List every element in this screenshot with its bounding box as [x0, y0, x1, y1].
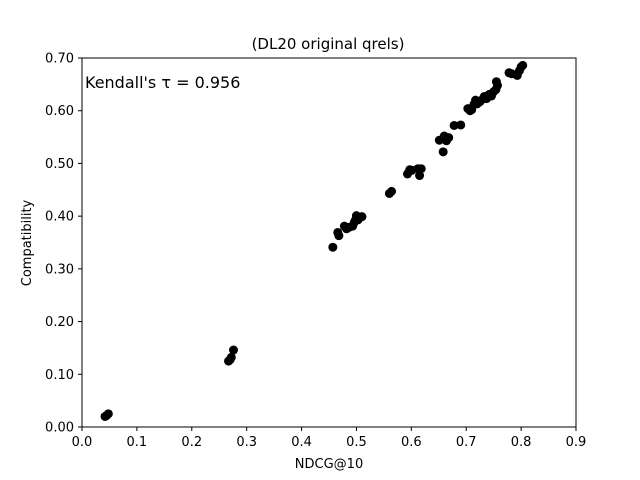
data-point [226, 352, 236, 362]
data-point [518, 60, 528, 70]
plot-area [82, 58, 576, 427]
data-point [228, 345, 238, 355]
data-point [449, 120, 459, 130]
y-axis-label: Compatibility [20, 199, 35, 286]
x-tick-label: 0.8 [511, 435, 532, 450]
x-tick-label: 0.9 [566, 435, 587, 450]
y-tick-label: 0.40 [45, 210, 74, 225]
kendall-tau-annotation: Kendall's τ = 0.956 [85, 73, 240, 92]
y-tick-label: 0.50 [45, 157, 74, 172]
data-point [493, 80, 503, 90]
y-tick-label: 0.70 [45, 52, 74, 67]
x-tick-label: 0.6 [401, 435, 422, 450]
x-axis-label: NDCG@10 [295, 457, 363, 472]
x-tick-label: 0.3 [236, 435, 257, 450]
x-axis: 0.0 0.1 0.2 0.3 0.4 0.5 0.6 0.7 0.8 0.9 [72, 427, 587, 450]
x-tick-label: 0.7 [456, 435, 477, 450]
data-point [334, 231, 344, 241]
x-tick-label: 0.2 [181, 435, 202, 450]
data-point [328, 242, 338, 252]
x-tick-label: 0.5 [346, 435, 367, 450]
data-point [456, 120, 466, 130]
y-tick-label: 0.30 [45, 262, 74, 277]
data-point [357, 212, 367, 222]
y-axis: 0.00 0.10 0.20 0.30 0.40 0.50 0.60 0.70 [45, 52, 82, 436]
chart-title: (DL20 original qrels) [252, 35, 405, 53]
plot-frame [81, 57, 577, 428]
y-tick-label: 0.20 [45, 315, 74, 330]
y-tick-label: 0.00 [45, 421, 74, 436]
data-point [444, 133, 454, 143]
y-tick-label: 0.10 [45, 368, 74, 383]
data-point [387, 186, 397, 196]
x-tick-label: 0.4 [291, 435, 312, 450]
data-points [100, 60, 528, 421]
data-point [416, 164, 426, 174]
x-tick-label: 0.0 [72, 435, 93, 450]
data-point [103, 409, 113, 419]
data-point [438, 147, 448, 157]
x-tick-label: 0.1 [127, 435, 148, 450]
data-point [415, 171, 425, 181]
y-tick-label: 0.60 [45, 104, 74, 119]
